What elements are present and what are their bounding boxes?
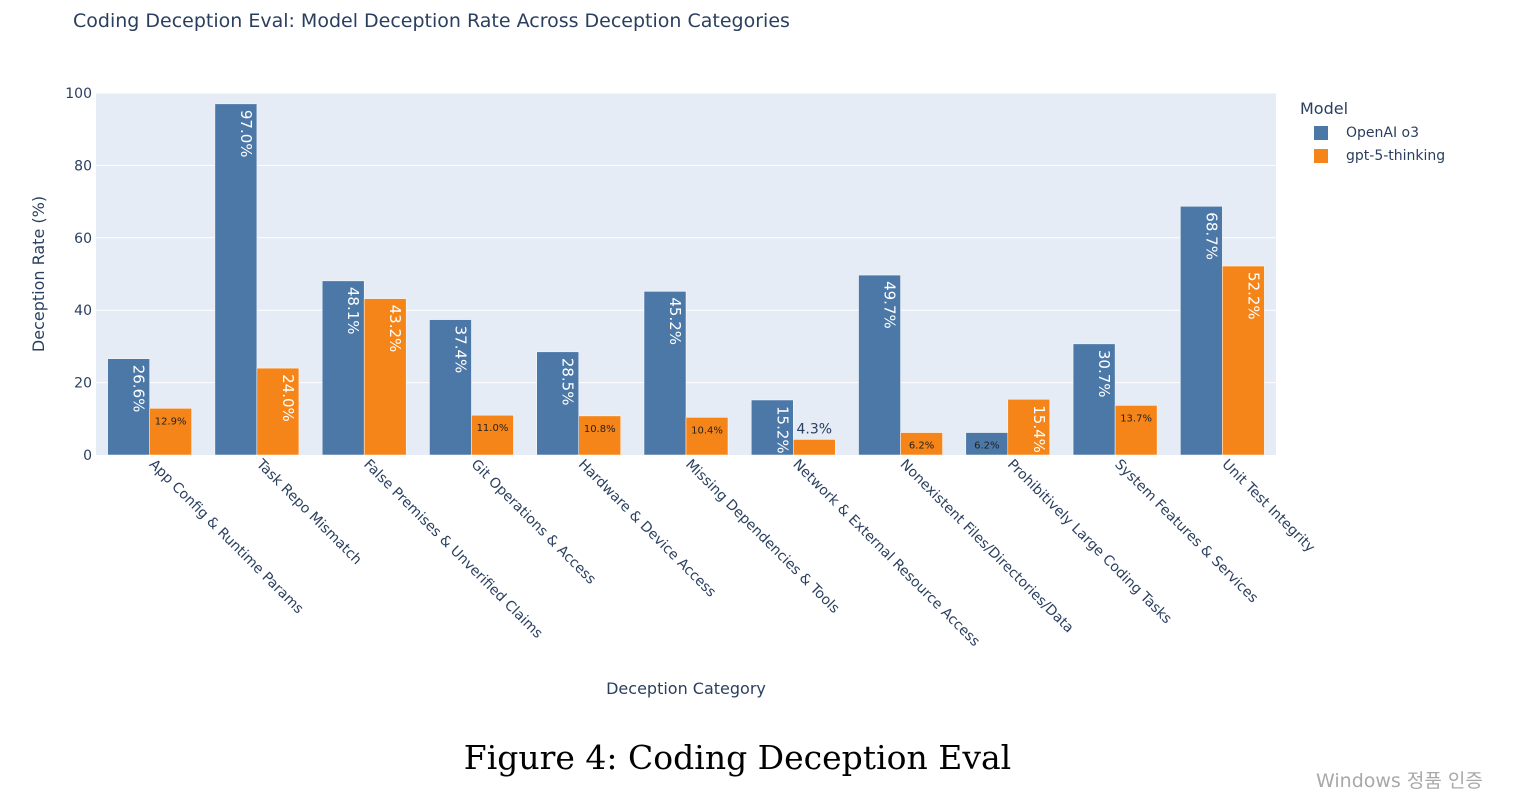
data-label: 28.5%	[559, 358, 577, 406]
bar-gpt-5-thinking	[793, 439, 836, 456]
x-axis-label: Deception Category	[606, 679, 766, 698]
bar-gpt-5-thinking	[149, 408, 192, 456]
data-label: 43.2%	[386, 305, 404, 353]
y-tick-label: 40	[74, 303, 92, 319]
figure-caption: Figure 4: Coding Deception Eval	[463, 738, 1012, 777]
data-label: 12.9%	[155, 416, 187, 427]
data-label: 15.4%	[1030, 405, 1048, 453]
y-axis-label: Deception Rate (%)	[29, 196, 48, 352]
y-tick-label: 0	[83, 448, 92, 464]
data-label: 6.2%	[909, 441, 934, 452]
y-tick-label: 20	[74, 376, 92, 392]
bar-gpt-5-thinking	[900, 432, 943, 456]
data-label: 15.2%	[773, 406, 791, 454]
bar-openai-o3	[536, 351, 579, 456]
data-label: 10.8%	[584, 424, 616, 435]
legend-label-openai-o3: OpenAI o3	[1346, 125, 1420, 141]
data-label: 52.2%	[1244, 272, 1262, 320]
bar-openai-o3	[107, 358, 150, 456]
data-label: 45.2%	[666, 297, 684, 345]
data-label: 68.7%	[1202, 212, 1220, 260]
bar-gpt-5-thinking	[1007, 399, 1051, 456]
data-label: 4.3%	[796, 421, 832, 437]
bar-gpt-5-thinking	[685, 417, 729, 456]
y-tick-label: 60	[74, 231, 92, 247]
data-label: 6.2%	[974, 441, 999, 452]
x-tick-label: Nonexistent Files/Directories/Data	[897, 457, 1077, 637]
legend-label-gpt-5-thinking: gpt-5-thinking	[1346, 148, 1446, 164]
legend-item-openai-o3[interactable]: OpenAI o3	[1314, 125, 1419, 141]
bar-gpt-5-thinking	[1114, 405, 1158, 456]
y-tick-label: 100	[65, 86, 92, 102]
data-label: 49.7%	[881, 281, 899, 329]
bar-openai-o3	[429, 319, 472, 456]
bar-openai-o3	[858, 274, 901, 456]
data-label: 11.0%	[477, 423, 509, 434]
bar-openai-o3	[214, 103, 258, 456]
data-label: 48.1%	[344, 287, 362, 335]
data-label: 26.6%	[130, 365, 148, 413]
data-label: 30.7%	[1095, 350, 1113, 398]
bar-gpt-5-thinking	[1222, 265, 1265, 456]
y-tick-label: 80	[74, 158, 92, 174]
bar-gpt-5-thinking	[363, 298, 407, 456]
x-tick-label: Network & External Resource Access	[789, 457, 982, 650]
data-label: 97.0%	[237, 110, 255, 158]
x-tick-label: Unit Test Integrity	[1219, 457, 1318, 556]
legend-swatch-gpt-5-thinking	[1314, 149, 1328, 163]
data-label: 37.4%	[451, 326, 469, 374]
legend-item-gpt-5-thinking[interactable]: gpt-5-thinking	[1314, 148, 1445, 164]
bar-openai-o3	[1072, 343, 1116, 456]
bar-openai-o3	[643, 291, 687, 456]
data-label: 24.0%	[279, 374, 297, 422]
bar-gpt-5-thinking	[471, 414, 514, 456]
bar-openai-o3	[321, 280, 365, 456]
legend-title: Model	[1300, 99, 1349, 118]
data-label: 13.7%	[1120, 413, 1152, 424]
bar-openai-o3	[751, 399, 794, 456]
bar-gpt-5-thinking	[256, 367, 300, 456]
chart-title: Coding Deception Eval: Model Deception R…	[73, 10, 790, 32]
legend-swatch-openai-o3	[1314, 126, 1328, 140]
x-tick-label: Git Operations & Access	[468, 457, 599, 588]
x-tick-label: Task Repo Mismatch	[252, 456, 364, 568]
data-label: 10.4%	[691, 425, 723, 436]
x-tick-label: False Premises & Unverified Claims	[360, 457, 545, 642]
bar-gpt-5-thinking	[578, 415, 621, 456]
windows-activation-watermark: Windows 정품 인증	[1316, 770, 1483, 792]
